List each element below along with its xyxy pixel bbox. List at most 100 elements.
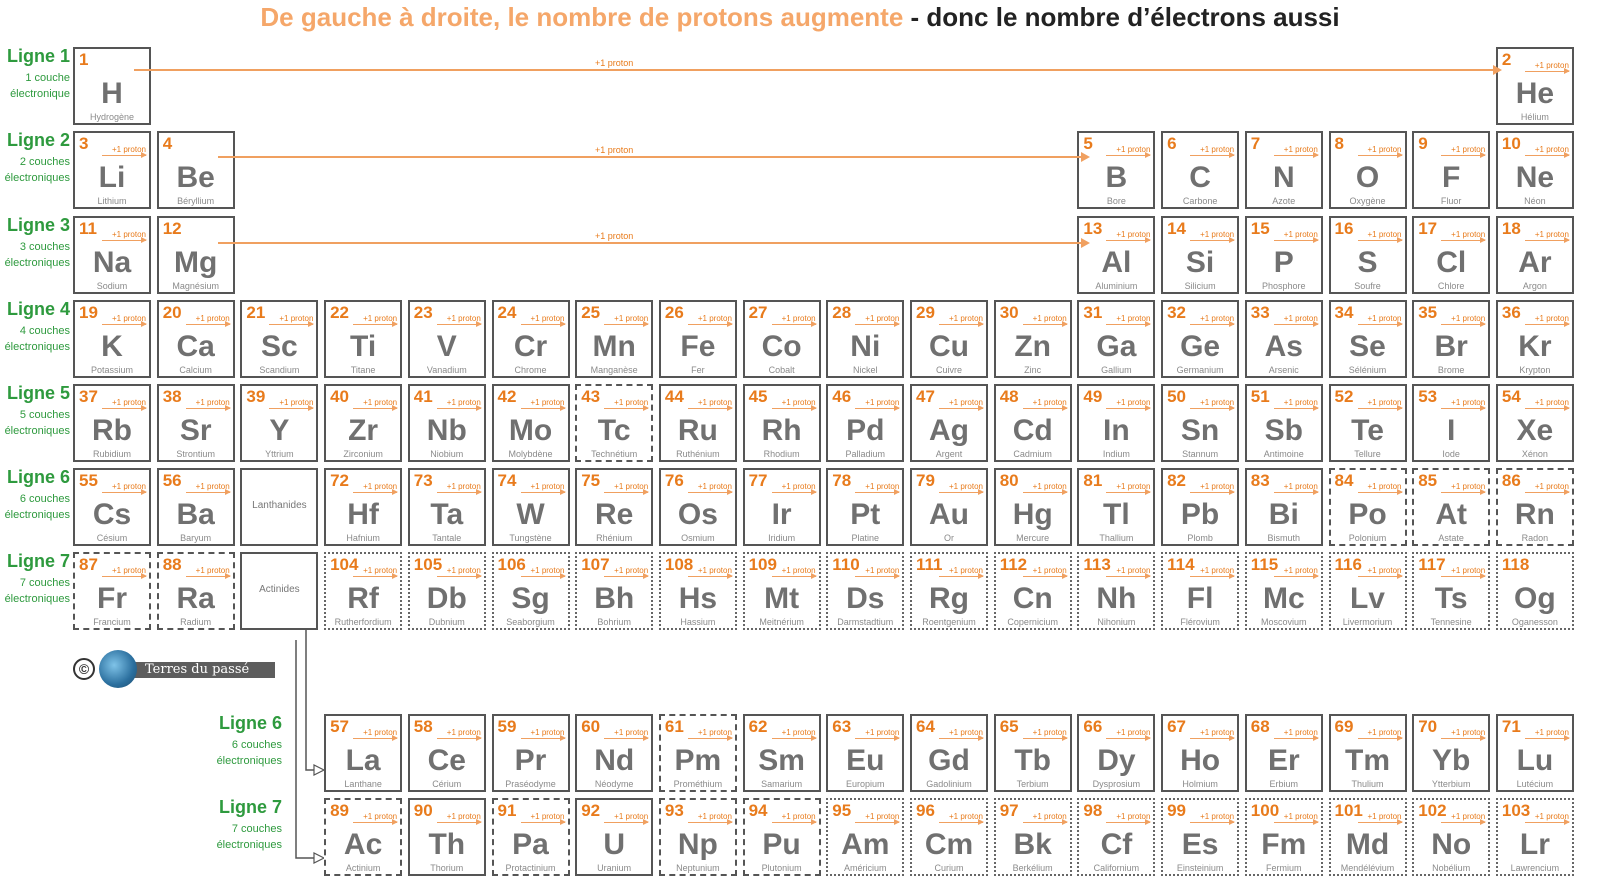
element-symbol: Mo: [508, 414, 553, 447]
proton-label: +1 proton: [1534, 728, 1569, 737]
element-symbol: Na: [92, 246, 132, 279]
element-symbol: Zr: [348, 414, 379, 447]
proton-label: +1 proton: [865, 566, 900, 575]
element-cell-kr: 36 Kr Krypton +1 proton: [1495, 300, 1574, 378]
atomic-number: 38: [162, 387, 182, 406]
element-name: Seaborgium: [506, 617, 555, 627]
atomic-number: 37: [79, 387, 98, 406]
proton-label: +1 proton: [1032, 314, 1067, 323]
proton-arrow-icon: [1273, 735, 1319, 741]
row-label: Ligne 6 6 couches électroniques: [0, 467, 70, 523]
proton-arrow-icon: [1441, 573, 1487, 579]
element-cell-li: 3 Li Lithium +1 proton: [73, 131, 151, 209]
atomic-number: 95: [832, 801, 852, 820]
atomic-number: 2: [1501, 50, 1512, 69]
proton-label: +1 proton: [1451, 812, 1486, 821]
proton-arrow-icon: [1273, 405, 1319, 411]
proton-arrow-icon: [1190, 489, 1236, 495]
proton-arrow-icon: [1190, 237, 1236, 243]
element-symbol: Rf: [347, 582, 379, 615]
atomic-number: 97: [999, 801, 1019, 820]
element-cell-rg: 111 Rg Roentgenium +1 proton: [910, 552, 988, 630]
element-name: Samarium: [761, 779, 803, 789]
element-cell-o: 8 O Oxygène +1 proton: [1328, 131, 1407, 209]
element-symbol: P: [1273, 246, 1294, 279]
proton-label: +1 proton: [1534, 314, 1569, 323]
atomic-number: 41: [413, 387, 433, 406]
element-symbol: Os: [677, 498, 718, 531]
element-cell-v: 23 V Vanadium +1 proton: [407, 300, 486, 378]
proton-label: +1 proton: [781, 482, 816, 491]
atomic-number: 66: [1083, 717, 1103, 736]
atomic-number: 108: [664, 555, 694, 574]
atomic-number: 89: [330, 801, 350, 820]
element-symbol: Lv: [1349, 582, 1385, 615]
element-symbol: B: [1105, 161, 1128, 194]
element-name: Darmstadtium: [837, 617, 894, 627]
row-label-main: Ligne 5: [6, 383, 70, 403]
proton-label: +1 proton: [1200, 812, 1235, 821]
element-name: Cobalt: [768, 365, 795, 375]
proton-arrow-icon: [353, 489, 399, 495]
proton-label: +1 proton: [530, 728, 565, 737]
atomic-number: 96: [916, 801, 935, 820]
element-name: Berkélium: [1012, 863, 1053, 873]
atomic-number: 35: [1418, 303, 1438, 322]
element-name: Uranium: [597, 863, 632, 873]
element-symbol: Ca: [176, 330, 215, 363]
element-symbol: S: [1357, 246, 1378, 279]
proton-arrow-icon: [1106, 152, 1152, 158]
row-label: Ligne 7 7 couches électroniques: [0, 551, 70, 607]
element-symbol: Rn: [1514, 498, 1555, 531]
proton-label: +1 proton: [1367, 314, 1402, 323]
proton-label: +1 proton: [697, 566, 732, 575]
proton-arrow-icon: [1524, 735, 1570, 741]
proton-arrow-icon: [353, 573, 399, 579]
element-cell-zn: 30 Zn Zinc +1 proton: [993, 300, 1072, 378]
proton-arrow-icon: [185, 489, 231, 495]
element-symbol: Cm: [924, 828, 974, 861]
proton-label: +1 proton: [1534, 812, 1569, 821]
atomic-number: 113: [1083, 555, 1111, 574]
atomic-number: 76: [664, 471, 684, 490]
proton-arrow-icon: [687, 735, 733, 741]
atomic-number: 71: [1501, 717, 1521, 736]
proton-label: +1 proton: [1283, 482, 1318, 491]
element-name: Or: [944, 533, 954, 543]
element-cell-cr: 24 Cr Chrome +1 proton: [491, 300, 570, 378]
credit-text: Terres du passé: [145, 662, 250, 677]
atomic-number: 32: [1167, 303, 1187, 322]
copyright-icon: ©: [73, 658, 95, 680]
element-symbol: Tb: [1014, 744, 1052, 777]
element-symbol: Pu: [762, 828, 801, 861]
proton-arrow-icon: [102, 573, 147, 579]
element-symbol: Pr: [514, 744, 547, 777]
atomic-number: 5: [1083, 134, 1093, 153]
globe-icon: [99, 650, 137, 688]
element-name: Cadmium: [1013, 449, 1052, 459]
proton-label: +1 proton: [363, 812, 398, 821]
proton-arrow-icon: [855, 321, 901, 327]
element-name: Plutonium: [761, 863, 802, 873]
proton-label: +1 proton: [865, 728, 900, 737]
atomic-number: 99: [1167, 801, 1187, 820]
proton-label: +1 proton: [1116, 398, 1151, 407]
element-name: Brome: [1437, 365, 1465, 375]
element-name: Nickel: [853, 365, 878, 375]
element-cell-pt: 78 Pt Platine +1 proton: [826, 468, 905, 546]
element-cell-sm: 62 Sm Samarium +1 proton: [742, 714, 821, 792]
atomic-number: 75: [581, 471, 601, 490]
atomic-number: 18: [1501, 219, 1521, 238]
proton-arrow-icon: [604, 321, 650, 327]
element-name: Thorium: [430, 863, 464, 873]
element-name: Aluminium: [1095, 281, 1138, 291]
proton-label: +1 proton: [1451, 566, 1486, 575]
element-symbol: Eu: [846, 744, 885, 777]
proton-label: +1 proton: [1367, 728, 1402, 737]
element-cell-mn: 25 Mn Manganèse +1 proton: [575, 300, 654, 378]
proton-label: +1 proton: [1032, 566, 1067, 575]
element-name: Radium: [180, 617, 212, 627]
element-symbol: H: [101, 77, 123, 110]
element-cell-yb: 70 Yb Ytterbium +1 proton: [1412, 714, 1491, 792]
proton-arrow-icon: [1357, 735, 1403, 741]
